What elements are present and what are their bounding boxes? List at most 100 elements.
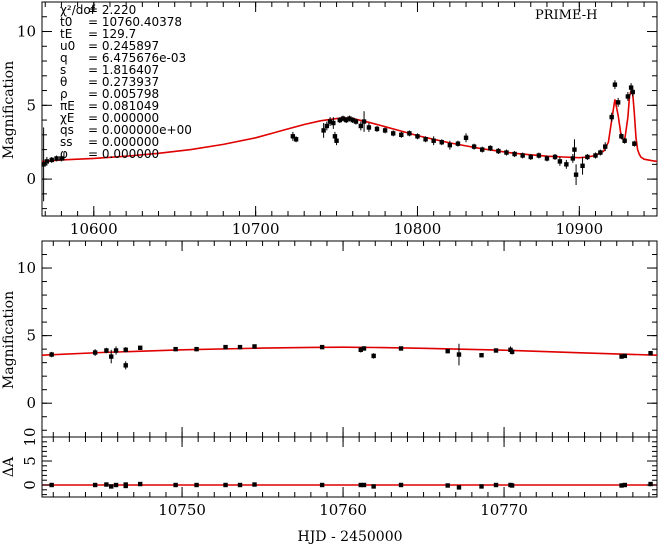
top-point-50 xyxy=(580,163,585,169)
top-point-39 xyxy=(512,151,517,157)
top-point-17 xyxy=(350,117,355,123)
top-point-33 xyxy=(463,135,469,140)
param-label-1: t0 xyxy=(60,15,72,29)
top-point-34 xyxy=(471,144,477,149)
param-label-11: ss xyxy=(60,135,73,149)
top-point-47 xyxy=(570,156,576,161)
zoom-point-7 xyxy=(138,345,143,350)
res-point-18 xyxy=(445,483,450,488)
top-point-9 xyxy=(327,119,333,124)
res-point-7 xyxy=(138,481,143,487)
top-point-46 xyxy=(564,162,569,167)
param-label-6: θ xyxy=(60,75,67,89)
residual-panel: 0 5 10 10750 10760 10770 ΔA HJD - 2450000 xyxy=(1,427,658,545)
zoom-model-curve xyxy=(41,346,658,356)
residual-panel-frame xyxy=(41,436,658,498)
res-point-16 xyxy=(371,484,376,489)
top-point-25 xyxy=(399,132,404,138)
top-point-21 xyxy=(366,125,372,130)
param-label-10: qs xyxy=(60,123,74,137)
top-point-7 xyxy=(321,128,326,133)
top-point-2 xyxy=(49,157,54,163)
res-point-26 xyxy=(648,481,653,487)
res-point-8 xyxy=(173,482,178,488)
top-point-63 xyxy=(632,141,637,146)
zoom-point-13 xyxy=(319,344,325,350)
res-point-20 xyxy=(479,484,484,489)
top-point-3 xyxy=(54,156,59,161)
top-point-56 xyxy=(612,82,618,87)
top-point-52 xyxy=(593,153,598,158)
zoom-y-tick-label: 5 xyxy=(26,327,36,345)
param-label-4: q xyxy=(60,51,68,65)
param-value-2: = 129.7 xyxy=(88,27,136,41)
top-point-6 xyxy=(293,137,299,142)
param-label-2: tE xyxy=(60,27,72,41)
top-point-23 xyxy=(382,128,388,133)
zoom-point-2 xyxy=(104,348,109,353)
res-point-11 xyxy=(237,482,243,488)
residual-x-ticks: 10750 10760 10770 xyxy=(52,437,650,519)
top-point-37 xyxy=(496,148,501,154)
top-point-4 xyxy=(59,156,64,161)
zoom-y-tick-label: 0 xyxy=(26,394,36,412)
top-y-axis-label: Magnification xyxy=(1,61,17,159)
zoom-point-0 xyxy=(49,352,54,357)
top-panel: 10600 10700 10800 10900 0 5 10 PRIME-H Magnif… xyxy=(1,1,658,238)
top-point-60 xyxy=(625,94,631,99)
top-point-40 xyxy=(520,153,525,158)
top-point-45 xyxy=(557,159,563,164)
top-point-29 xyxy=(431,138,436,143)
zoom-point-19 xyxy=(456,352,462,357)
param-value-10: = 0.000000e+00 xyxy=(88,123,192,137)
zoom-point-21 xyxy=(493,348,499,353)
param-value-0: = 2.220 xyxy=(88,3,136,17)
zoom-point-24 xyxy=(619,354,624,359)
zoom-point-15 xyxy=(361,346,367,351)
top-point-35 xyxy=(480,147,485,152)
top-y-tick-label: 10 xyxy=(17,23,36,41)
top-point-16 xyxy=(347,116,352,121)
top-point-31 xyxy=(447,142,453,148)
top-point-48 xyxy=(573,172,579,177)
top-point-41 xyxy=(528,154,533,160)
top-point-57 xyxy=(615,100,621,105)
res-point-17 xyxy=(398,482,404,488)
top-x-tick-label: 10900 xyxy=(555,220,603,238)
zoom-point-6 xyxy=(123,347,128,353)
top-point-28 xyxy=(423,137,428,142)
param-value-7: = 0.005798 xyxy=(88,87,159,101)
top-point-18 xyxy=(353,119,359,124)
param-value-3: = 0.245897 xyxy=(88,39,159,53)
top-point-42 xyxy=(536,153,542,158)
top-x-ticks: 10600 10700 10800 10900 xyxy=(44,2,645,238)
res-point-1 xyxy=(92,482,98,488)
zoom-point-3 xyxy=(109,354,114,359)
zoom-y-ticks: 0 5 10 xyxy=(17,240,657,431)
res-point-19 xyxy=(456,485,462,490)
zoom-point-12 xyxy=(252,344,257,349)
res-point-14 xyxy=(358,482,363,488)
param-value-6: = 0.273937 xyxy=(88,75,159,89)
res-y-tick-label: 5 xyxy=(21,456,39,466)
zoom-point-26 xyxy=(648,350,653,356)
zoom-point-16 xyxy=(371,353,376,359)
res-point-3 xyxy=(109,484,114,489)
param-label-12: φ xyxy=(60,147,68,161)
zoom-point-17 xyxy=(398,346,404,351)
top-data-points xyxy=(41,80,637,202)
zoom-panel: 0 5 10 Magnification xyxy=(1,240,658,438)
top-x-tick-label: 10600 xyxy=(70,220,118,238)
res-point-13 xyxy=(319,482,325,488)
top-point-27 xyxy=(415,134,420,139)
param-label-3: u0 xyxy=(60,39,75,53)
top-y-ticks: 0 5 10 xyxy=(17,1,657,210)
zoom-point-4 xyxy=(113,348,119,353)
res-y-tick-label: 10 xyxy=(21,427,39,446)
zoom-point-25 xyxy=(622,353,628,359)
zoom-point-1 xyxy=(92,350,98,355)
top-point-54 xyxy=(603,144,608,149)
top-point-15 xyxy=(344,117,349,123)
param-label-5: s xyxy=(60,63,66,77)
